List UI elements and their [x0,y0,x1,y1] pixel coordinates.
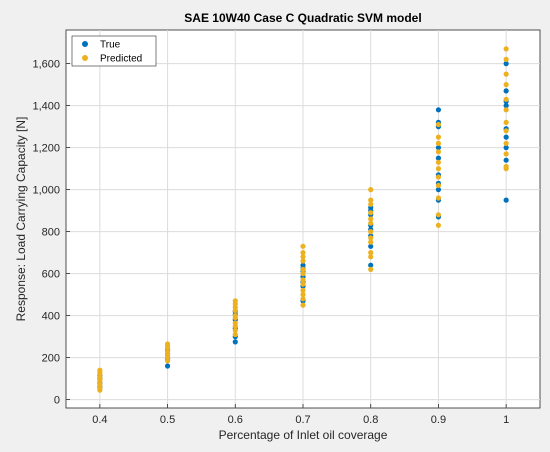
point-predicted [368,266,374,272]
y-tick-label: 400 [42,311,60,323]
y-tick-label: 600 [42,269,60,281]
point-predicted [368,216,374,222]
legend: True Predicted [71,35,157,67]
point-predicted [503,151,509,157]
point-predicted [435,121,442,128]
point-predicted [503,128,509,134]
point-predicted [368,239,374,245]
point-predicted [232,298,238,304]
point-predicted [435,195,442,201]
point-predicted [503,46,509,52]
point-predicted [503,140,509,146]
point-predicted [300,277,306,283]
point-predicted [435,212,442,218]
point-predicted [300,287,306,293]
point-true [435,145,442,151]
y-tick-label: 1,600 [32,59,60,71]
axis-ticks: 0.4 0.5 0.6 0.7 0.8 0.9 1 0 200 400 600 800 1,000 1,2… [32,59,509,426]
y-tick-label: 800 [42,227,60,239]
point-predicted [300,266,306,272]
point-predicted [300,271,306,277]
point-true [368,243,374,249]
point-predicted [503,56,509,63]
legend-marker-predicted [82,55,88,61]
point-predicted [368,187,374,193]
point-true [503,103,509,109]
point-true [164,363,171,369]
point-predicted [435,222,442,228]
point-predicted [435,174,442,180]
point-predicted [435,149,442,155]
point-predicted [435,166,442,172]
chart-title: SAE 10W40 Case C Quadratic SVM model [184,11,421,25]
x-tick-label: 0.7 [295,414,310,426]
point-predicted [503,119,509,125]
x-tick-label: 0.8 [363,414,378,426]
point-predicted [232,313,238,319]
point-predicted [368,254,374,260]
point-predicted [300,250,306,256]
point-predicted [368,250,374,256]
point-predicted [232,327,238,333]
point-predicted [368,220,374,226]
point-predicted [300,292,306,298]
y-axis-label: Response: Load Carrying Capacity [N] [14,117,28,322]
point-true [503,88,509,94]
point-predicted [97,367,103,373]
y-tick-label: 1,200 [32,143,60,155]
y-tick-label: 1,400 [32,101,60,113]
legend-label-true: True [100,40,121,51]
y-tick-label: 0 [54,395,60,407]
point-predicted [300,281,306,287]
series-predicted [97,46,509,393]
legend-marker-true [82,41,88,47]
point-predicted [300,258,306,264]
point-predicted [435,159,442,165]
point-predicted [300,243,306,249]
point-true [503,61,509,67]
point-predicted [503,71,509,77]
x-tick-label: 0.6 [228,414,243,426]
x-tick-label: 0.9 [431,414,446,426]
point-predicted [503,163,509,170]
point-true [503,197,509,203]
point-true [435,187,442,193]
x-tick-label: 0.4 [92,414,107,426]
point-predicted [368,201,374,207]
point-true [300,262,306,268]
x-tick-label: 0.5 [160,414,175,426]
y-tick-label: 200 [42,353,60,365]
point-predicted [300,302,306,308]
point-predicted [368,235,374,241]
point-true [435,107,442,113]
x-axis-label: Percentage of Inlet oil coverage [219,428,388,442]
data-points [97,46,509,393]
point-true [232,339,238,345]
point-predicted [300,254,306,260]
point-predicted [503,96,509,102]
point-predicted [503,107,509,113]
legend-label-predicted: Predicted [100,54,142,65]
point-predicted [435,134,442,140]
y-tick-label: 1,000 [32,185,60,197]
legend-box [71,35,157,67]
point-predicted [368,229,374,235]
point-true [503,157,509,163]
point-predicted [368,197,374,203]
point-predicted [164,341,171,347]
point-true [503,134,509,140]
point-predicted [503,82,509,88]
point-true [435,155,442,161]
point-predicted [232,331,238,338]
point-true [503,145,509,151]
x-tick-label: 1 [503,414,509,426]
point-predicted [435,140,442,146]
point-predicted [435,182,442,188]
point-true [368,262,374,268]
point-predicted [300,296,306,302]
point-predicted [368,210,374,216]
point-predicted [232,320,238,326]
